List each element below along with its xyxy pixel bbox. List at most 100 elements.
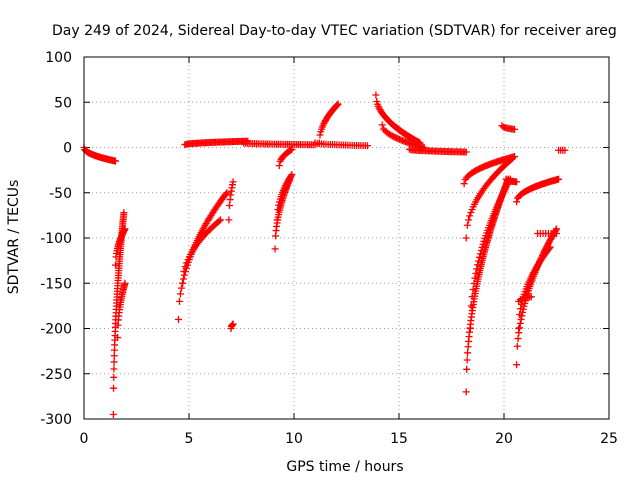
data-point: [463, 221, 471, 229]
y-tick-label: 100: [45, 50, 72, 66]
x-tick-label: 10: [285, 431, 303, 447]
data-point: [175, 315, 182, 323]
data-point: [475, 253, 483, 261]
track-arc-24: [502, 175, 521, 186]
data-point: [316, 131, 324, 139]
track-arc-5: [175, 189, 231, 323]
x-axis-label: GPS time / hours: [286, 459, 403, 475]
track-arc-10: [240, 139, 319, 149]
x-tick-label: 5: [185, 431, 194, 447]
x-tick-label: 15: [390, 431, 408, 447]
data-point: [372, 91, 380, 99]
data-point: [517, 315, 525, 323]
x-tick-label: 0: [80, 431, 89, 447]
track-arc-20: [466, 175, 514, 332]
data-point: [229, 178, 237, 186]
data-point: [114, 334, 122, 342]
data-point: [462, 148, 470, 156]
data-point: [175, 297, 183, 305]
track-arc-22: [460, 153, 518, 188]
data-point: [475, 257, 483, 265]
data-point: [463, 365, 471, 373]
data-point: [281, 183, 289, 191]
data-point: [546, 243, 554, 251]
chart-title: Day 249 of 2024, Sidereal Day-to-day VTE…: [52, 23, 617, 39]
data-point: [561, 146, 569, 154]
y-tick-label: -100: [40, 231, 72, 247]
track-arc-4: [112, 225, 129, 269]
data-point: [109, 410, 117, 418]
data-point: [271, 245, 279, 253]
data-point: [282, 181, 290, 189]
data-point: [215, 217, 223, 225]
data-point: [513, 342, 521, 350]
track-arc-8: [227, 320, 237, 332]
data-point: [183, 259, 191, 267]
x-tick-label: 20: [495, 431, 513, 447]
tick-layer: 0 5 10 15 20 25 -300 -250 -200 -150 -100 -50 0 50 100: [40, 50, 618, 447]
data-point: [513, 178, 521, 186]
data-point: [275, 162, 283, 170]
y-axis-label: SDTVAR / TECUs: [6, 180, 22, 295]
data-point: [527, 293, 535, 301]
data-point: [511, 153, 518, 161]
data-point: [516, 319, 524, 327]
data-point: [364, 142, 371, 150]
data-point: [120, 209, 128, 217]
data-point: [517, 305, 525, 313]
data-point: [273, 216, 281, 224]
data-point: [112, 261, 119, 269]
data-point: [176, 290, 184, 298]
data-point: [179, 275, 187, 283]
data-point: [378, 121, 386, 129]
data-point: [112, 157, 119, 165]
data-point: [477, 247, 485, 255]
data-point: [288, 145, 296, 153]
y-tick-label: -250: [40, 367, 72, 383]
y-tick-label: -50: [49, 186, 72, 202]
track-arc-27: [515, 293, 535, 305]
data-point: [514, 335, 522, 343]
x-tick-label: 25: [600, 431, 618, 447]
data-point: [226, 202, 233, 210]
y-tick-label: 50: [54, 95, 72, 111]
data-point: [471, 274, 479, 282]
data-point: [121, 225, 129, 233]
data-point: [121, 279, 129, 287]
track-arc-2: [109, 209, 128, 418]
track-arc-18: [406, 145, 470, 156]
data-point: [288, 171, 296, 179]
data-point: [334, 100, 342, 108]
data-point: [468, 293, 476, 301]
data-point: [555, 175, 563, 183]
track-arc-12: [273, 171, 296, 224]
data-point: [462, 234, 470, 242]
data-point: [460, 180, 468, 188]
y-tick-label: -200: [40, 322, 72, 338]
track-arc-14: [315, 100, 342, 147]
data-point: [320, 120, 328, 128]
data-point: [225, 216, 233, 224]
data-point: [110, 365, 118, 373]
data-point: [474, 261, 482, 269]
data-point: [462, 388, 470, 396]
data-point: [110, 358, 118, 366]
plot-frame: [83, 56, 610, 420]
data-point: [467, 208, 475, 216]
data-point: [545, 244, 553, 252]
data-point: [274, 206, 282, 214]
data-points: [80, 91, 569, 418]
y-tick-label: 0: [63, 141, 72, 157]
data-point: [476, 250, 484, 258]
data-point: [275, 201, 283, 209]
data-point: [465, 216, 473, 224]
track-arc-23: [498, 122, 518, 133]
data-point: [181, 263, 189, 271]
data-point: [110, 373, 118, 381]
track-arc-28: [534, 229, 560, 237]
data-point: [516, 311, 524, 319]
data-point: [333, 101, 341, 109]
track-arc-16: [372, 91, 424, 147]
data-point: [478, 243, 486, 251]
